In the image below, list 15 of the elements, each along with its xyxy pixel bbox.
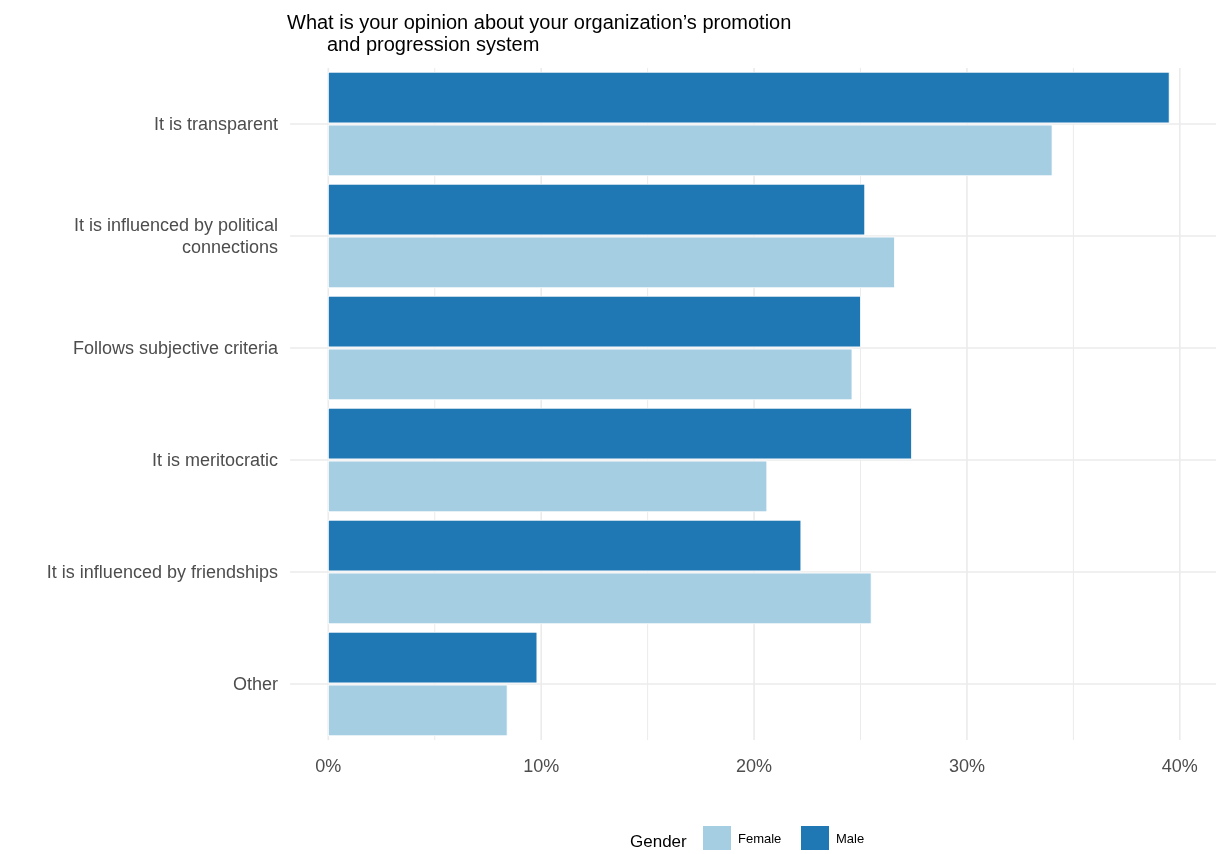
x-tick-label: 30% (948, 756, 985, 776)
y-tick-label: Follows subjective criteria (72, 338, 279, 358)
x-tick-label: 20% (736, 756, 773, 776)
chart-title: What is your opinion about your organization’s promotion and progression system (287, 11, 792, 55)
legend-title: Gender (630, 832, 688, 851)
y-tick-label: It is transparent (153, 114, 278, 134)
y-tick-label: It is influenced by political connections (73, 215, 278, 257)
legend-label: Female (738, 831, 782, 846)
y-tick-label: Other (232, 674, 278, 694)
x-tick-label: 10% (523, 756, 560, 776)
y-tick-label: It is influenced by friendships (46, 562, 278, 582)
y-tick-label: It is meritocratic (151, 450, 278, 470)
legend-label: Male (836, 831, 865, 846)
x-tick-label: 40% (1161, 756, 1198, 776)
x-tick-label: 0% (315, 756, 342, 776)
